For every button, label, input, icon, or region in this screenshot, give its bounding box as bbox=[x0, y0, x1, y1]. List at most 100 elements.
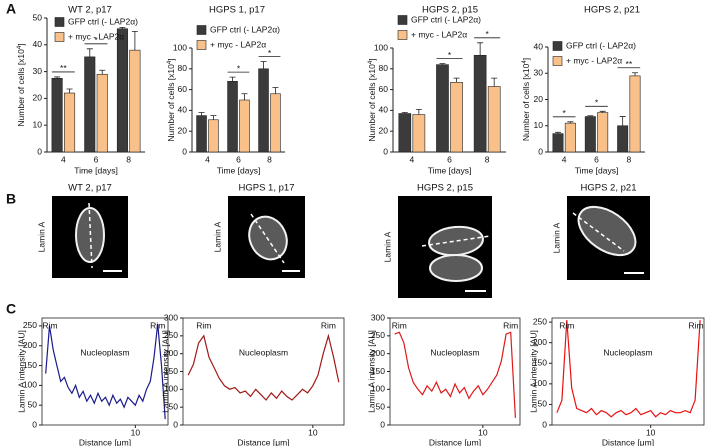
x-axis-label: Time [days] bbox=[217, 165, 261, 175]
error-bar bbox=[198, 112, 205, 116]
bar bbox=[473, 54, 487, 153]
x-tick-label: 6 bbox=[447, 154, 452, 164]
image-title: HGPS 2, p21 bbox=[581, 183, 637, 194]
x-axis-label: Distance [μm] bbox=[79, 437, 131, 446]
error-bar bbox=[587, 115, 594, 117]
region-label: Nucleoplasm bbox=[239, 348, 288, 358]
x-tick-label: 4 bbox=[205, 154, 210, 164]
error-bar bbox=[453, 77, 460, 83]
error-bar bbox=[567, 121, 574, 124]
intensity-line bbox=[187, 333, 340, 401]
y-tick-label: 30 bbox=[534, 68, 544, 78]
y-tick-label: 20 bbox=[178, 125, 188, 135]
y-axis-label: Lamin A intensity [AU] bbox=[16, 330, 26, 413]
nucleus bbox=[429, 254, 483, 282]
y-axis-label-text: Number of cells [x10 bbox=[16, 49, 26, 127]
chart-title: HGPS 2, p15 bbox=[422, 5, 478, 16]
y-tick-label: 40 bbox=[178, 105, 188, 115]
bar bbox=[584, 116, 596, 153]
y-tick-label: 100 bbox=[23, 380, 37, 390]
y-axis-label-text: Number of cells [x10 bbox=[367, 64, 377, 142]
rim-label: Rim bbox=[42, 320, 57, 330]
y-axis-label-end: ] bbox=[521, 58, 531, 60]
significance-label: * bbox=[448, 50, 452, 60]
legend-label: GFP ctrl (- LAP2α) bbox=[68, 16, 138, 26]
y-tick-label: 40 bbox=[534, 41, 544, 51]
x-tick-label: 4 bbox=[409, 154, 414, 164]
y-axis-label-sup: 4 bbox=[522, 60, 528, 64]
legend-label: + myc - LAP2α bbox=[210, 39, 266, 49]
x-tick-label: 8 bbox=[485, 154, 490, 164]
bar bbox=[597, 112, 609, 153]
region-label: Nucleoplasm bbox=[603, 348, 652, 358]
legend-swatch bbox=[397, 30, 408, 40]
error-bar bbox=[229, 76, 236, 82]
intensity-line bbox=[556, 320, 701, 418]
significance-label: * bbox=[486, 29, 490, 39]
bar bbox=[116, 28, 128, 153]
x-axis-label: Time [days] bbox=[74, 165, 118, 175]
x-tick-label: 6 bbox=[94, 154, 99, 164]
y-tick-label: 250 bbox=[23, 320, 37, 330]
bar bbox=[412, 114, 426, 153]
chart-title: WT 2, p17 bbox=[68, 5, 112, 16]
significance-label: * bbox=[268, 48, 272, 58]
y-tick-label: 50 bbox=[28, 399, 38, 409]
bar bbox=[629, 75, 641, 153]
y-tick-label: 20 bbox=[33, 93, 43, 103]
y-tick-label: 50 bbox=[169, 401, 179, 411]
y-tick-label: 0 bbox=[538, 146, 543, 156]
y-tick-label: 40 bbox=[379, 105, 389, 115]
error-bar bbox=[599, 110, 606, 113]
bar bbox=[227, 80, 238, 153]
error-bar bbox=[66, 88, 73, 94]
panel-label: A bbox=[6, 1, 16, 17]
error-bar bbox=[632, 72, 639, 76]
y-axis-label-end: ] bbox=[367, 58, 377, 60]
x-axis-label: Distance [μm] bbox=[429, 437, 481, 446]
error-bar bbox=[210, 115, 217, 120]
significance-label: * bbox=[94, 35, 98, 45]
y-tick-label: 200 bbox=[371, 348, 385, 358]
error-bar bbox=[54, 76, 61, 79]
y-tick-label: 30 bbox=[33, 66, 43, 76]
error-bar bbox=[119, 26, 126, 29]
y-tick-label: 150 bbox=[371, 366, 385, 376]
x-axis-label: Time [days] bbox=[575, 165, 619, 175]
rim-label: Rim bbox=[503, 320, 518, 330]
y-tick-label: 0 bbox=[383, 146, 388, 156]
y-tick-label: 10 bbox=[33, 119, 43, 129]
image-title: WT 2, p17 bbox=[68, 183, 112, 194]
y-tick-label: 100 bbox=[374, 42, 388, 52]
significance-label: * bbox=[237, 63, 241, 73]
y-tick-label: 0 bbox=[380, 419, 385, 429]
rim-label: Rim bbox=[688, 320, 703, 330]
image-title: HGPS 1, p17 bbox=[239, 183, 295, 194]
intensity-line bbox=[394, 331, 516, 418]
bar bbox=[617, 125, 629, 153]
significance-label: * bbox=[563, 108, 567, 118]
y-tick-label: 0 bbox=[542, 419, 547, 429]
bar bbox=[84, 56, 96, 153]
profile-line bbox=[421, 235, 491, 247]
nucleus bbox=[577, 205, 637, 257]
y-tick-label: 100 bbox=[173, 42, 187, 52]
error-bar bbox=[131, 31, 138, 51]
plot-frame bbox=[182, 317, 345, 426]
bar bbox=[51, 78, 63, 153]
error-bar bbox=[619, 116, 626, 126]
error-bar bbox=[477, 42, 484, 56]
legend-swatch bbox=[552, 41, 563, 51]
bar bbox=[436, 64, 449, 153]
bar bbox=[196, 115, 207, 153]
y-tick-label: 200 bbox=[533, 337, 547, 347]
image-label: Lamin A bbox=[212, 221, 222, 252]
y-tick-label: 50 bbox=[33, 12, 43, 22]
y-tick-label: 100 bbox=[164, 384, 178, 394]
y-tick-label: 0 bbox=[182, 146, 187, 156]
y-axis-label: Lamin A intensity [AU] bbox=[366, 330, 376, 413]
legend-label: + myc - LAP2α bbox=[411, 29, 467, 39]
y-tick-label: 200 bbox=[23, 340, 37, 350]
y-axis-label-sup: 4 bbox=[17, 45, 23, 49]
